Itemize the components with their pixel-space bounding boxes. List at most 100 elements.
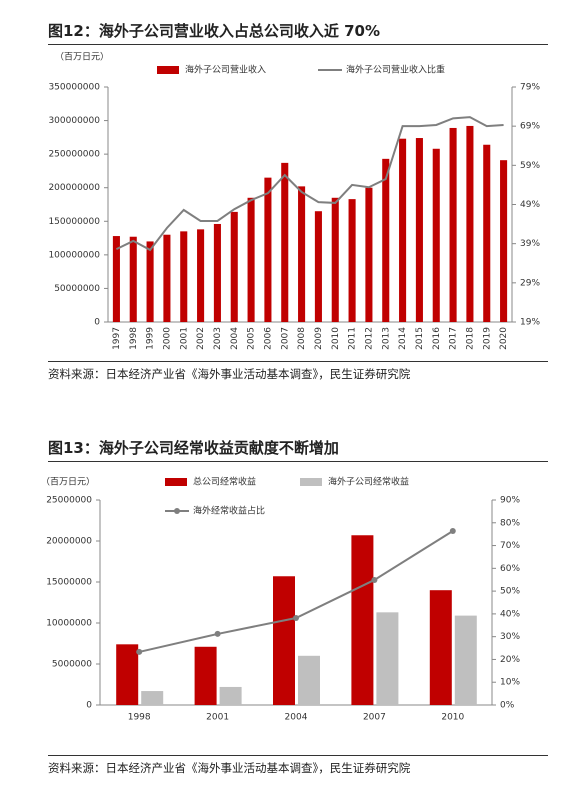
x-tick-label: 1998 (128, 713, 151, 723)
y-tick-label: 100000000 (48, 250, 100, 260)
y2-tick-label: 50% (500, 587, 520, 597)
x-tick-label: 1997 (112, 327, 122, 350)
bar (146, 241, 154, 322)
y-tick-label: 250000000 (48, 150, 100, 160)
x-tick-label: 2012 (364, 327, 374, 350)
unit-label: （百万日元） (41, 477, 95, 488)
bar (399, 138, 407, 322)
y2-tick-label: 69% (520, 122, 540, 132)
bar (483, 144, 491, 322)
y-tick-label: 0 (94, 318, 100, 328)
legend-swatch (174, 508, 180, 514)
bar (351, 535, 374, 705)
bar (429, 590, 452, 705)
x-tick-label: 2010 (441, 713, 464, 723)
bar (365, 187, 373, 322)
y2-tick-label: 59% (520, 161, 540, 171)
x-tick-label: 2010 (331, 327, 341, 350)
y2-tick-label: 80% (500, 518, 520, 528)
legend-label: 海外经常收益占比 (193, 505, 265, 517)
x-tick-label: 2004 (230, 327, 240, 350)
line-marker (136, 648, 143, 655)
x-tick-label: 1998 (129, 327, 139, 350)
bar (230, 211, 238, 322)
x-tick-label: 2014 (398, 327, 408, 350)
y2-tick-label: 39% (520, 239, 540, 249)
y-tick-label: 150000000 (48, 217, 100, 227)
y2-tick-label: 10% (500, 678, 520, 688)
bar (454, 615, 477, 705)
y-tick-label: 0 (86, 701, 92, 711)
bar (376, 612, 399, 705)
figure-title: 图12：海外子公司营业收入占总公司收入近 70% (48, 20, 548, 45)
bar (247, 197, 255, 322)
bar (298, 655, 320, 705)
bar (382, 158, 390, 322)
x-tick-label: 2001 (179, 327, 189, 350)
y-tick-label: 300000000 (48, 116, 100, 126)
y2-tick-label: 90% (500, 496, 520, 506)
bar (219, 686, 242, 705)
bar (466, 125, 474, 322)
line-marker (214, 630, 221, 637)
bar (415, 138, 423, 322)
bar (116, 644, 139, 705)
y2-tick-label: 49% (520, 200, 540, 210)
x-tick-label: 2007 (280, 327, 290, 350)
y2-tick-label: 19% (520, 318, 540, 328)
x-tick-label: 2003 (213, 327, 223, 350)
line-marker (293, 614, 299, 621)
bar (298, 186, 306, 322)
bar (500, 160, 508, 322)
y2-tick-label: 20% (500, 655, 520, 665)
legend-label: 总公司经常收益 (193, 476, 256, 488)
x-tick-label: 2006 (263, 327, 273, 350)
y2-tick-label: 60% (500, 564, 520, 574)
x-tick-label: 2018 (465, 327, 475, 350)
legend-label: 海外子公司营业收入 (185, 64, 266, 76)
y2-tick-label: 29% (520, 278, 540, 288)
source-note: 资料来源：日本经济产业省《海外事业活动基本调查》，民生证券研究院 (48, 361, 548, 382)
y-tick-label: 350000000 (48, 83, 100, 93)
y-tick-label: 25000000 (46, 496, 92, 506)
x-tick-label: 2000 (162, 327, 172, 350)
bar (432, 148, 440, 322)
bar (331, 197, 339, 322)
bar (314, 211, 322, 322)
line-marker (449, 527, 456, 534)
y-tick-label: 10000000 (46, 619, 92, 629)
y2-tick-label: 79% (520, 83, 540, 93)
bar (264, 177, 272, 322)
y2-tick-label: 40% (500, 609, 520, 619)
line-marker (371, 576, 378, 583)
x-tick-label: 2007 (363, 713, 386, 723)
x-tick-label: 2002 (196, 327, 206, 350)
bar (180, 231, 188, 322)
y-tick-label: 15000000 (46, 578, 92, 588)
x-tick-label: 2013 (381, 327, 391, 350)
bar (273, 576, 295, 705)
x-tick-label: 2009 (314, 327, 324, 350)
x-tick-label: 2008 (297, 327, 307, 350)
figure-title: 图13：海外子公司经常收益贡献度不断增加 (48, 437, 548, 462)
x-tick-label: 2017 (449, 327, 459, 350)
x-tick-label: 1999 (146, 327, 156, 350)
legend-swatch (157, 66, 179, 74)
bar (129, 236, 137, 322)
bar (213, 223, 221, 322)
bar (348, 199, 356, 322)
chart: （百万日元） 0 5000000 10000000 15000000 20000000 25… (41, 476, 520, 723)
unit-label: （百万日元） (55, 52, 109, 63)
x-tick-label: 2019 (482, 327, 492, 350)
y-tick-label: 200000000 (48, 183, 100, 193)
y2-tick-label: 0% (500, 701, 515, 711)
x-tick-label: 2011 (348, 327, 358, 350)
x-tick-label: 2005 (247, 327, 257, 350)
bar (194, 646, 217, 705)
bar (281, 162, 289, 322)
x-tick-label: 2016 (432, 327, 442, 350)
bar (197, 229, 205, 322)
x-tick-label: 2004 (285, 713, 308, 723)
bar (163, 234, 171, 322)
